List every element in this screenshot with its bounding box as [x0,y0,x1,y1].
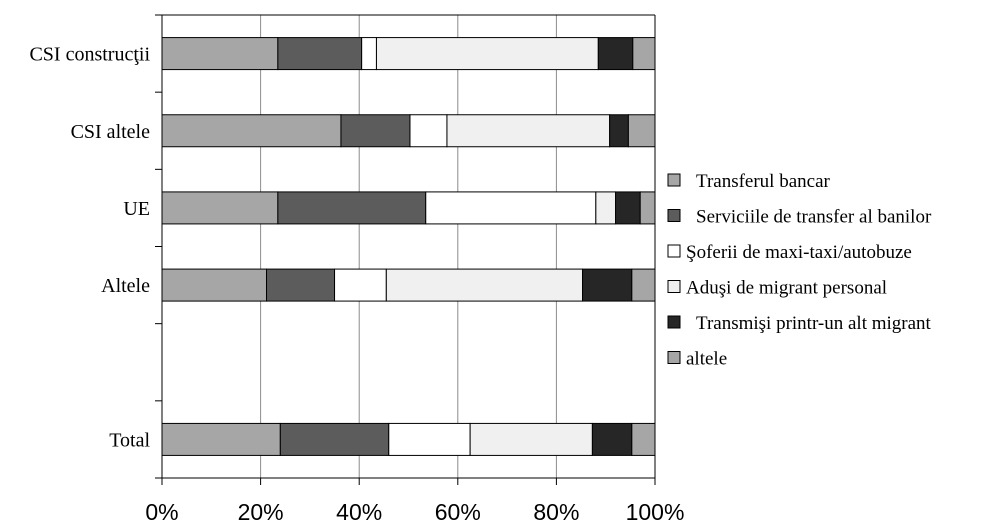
category-label: Altele [101,275,150,297]
bar-segment [277,37,363,71]
legend-swatch [667,315,681,329]
legend-label: Transferul bancar [696,171,831,192]
x-tick-label: 0% [145,499,178,525]
bar-segment [334,268,387,302]
category-label: CSI altele [71,121,151,143]
bar-segment [615,191,641,225]
x-tick-label: 60% [435,499,481,525]
legend-swatch [667,351,681,364]
legend-label: altele [686,349,727,370]
x-tick-label: 40% [336,499,382,525]
bar-segment [627,114,656,148]
bar-segment [277,191,427,225]
category-label: UE [123,198,150,220]
legend-swatch [667,244,681,258]
bar-segment [161,37,279,71]
bar-segment [582,268,633,302]
bar-segment [161,422,281,456]
axes [155,14,656,485]
legend-swatch [667,173,681,187]
bar-segment [388,422,471,456]
bar-segment [597,37,634,71]
bar-segment [385,268,584,302]
bar-segment [161,191,279,225]
bar-segment [279,422,390,456]
bar-segment [591,422,633,456]
bar-segment [361,37,377,71]
bar-segment [375,37,599,71]
x-tick-label: 80% [533,499,579,525]
bar-segment [632,37,656,71]
bar-segment [639,191,656,225]
legend-label: Aduşi de migrant personal [686,278,887,299]
bar-segment [631,422,656,456]
bar-segment [595,191,617,225]
category-label: Total [109,429,150,451]
bar-segment [425,191,597,225]
bar-segment [409,114,448,148]
axis-labels: CSI construcţii CSI altele UE Altele Total 0%… [29,44,684,525]
bar-segment [340,114,411,148]
bar-segment [446,114,611,148]
bar-series [161,37,656,456]
bar-segment [161,268,268,302]
bar-segment [609,114,629,148]
bar-segment [631,268,656,302]
legend: Transferul bancar Serviciile de transfer … [667,171,932,370]
bar-segment [266,268,336,302]
grid-lines [260,15,656,478]
bar-segment [469,422,593,456]
bar-segment [161,114,342,148]
x-tick-label: 20% [238,499,284,525]
legend-label: Transmişi printr-un alt migrant [696,313,932,334]
category-label: CSI construcţii [29,44,150,66]
legend-label: Serviciile de transfer al banilor [696,207,932,228]
legend-swatch [667,280,681,293]
legend-label: Şoferii de maxi-taxi/autobuze [686,242,912,263]
legend-swatch [667,209,681,222]
x-tick-label: 100% [626,499,685,525]
